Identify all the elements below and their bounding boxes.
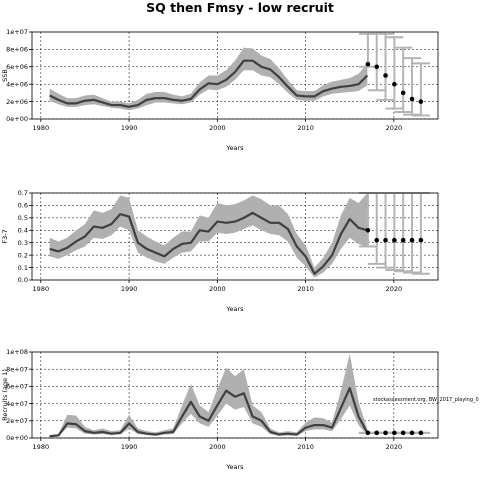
estimate-line bbox=[49, 211, 368, 275]
forecast-point bbox=[400, 237, 406, 243]
y-tick-label: 0.2 bbox=[18, 251, 28, 259]
forecast-point bbox=[374, 237, 380, 243]
x-tick-label: 2000 bbox=[209, 124, 226, 132]
y-tick-label: 0.1 bbox=[18, 264, 28, 272]
y-tick-label: 8e+06 bbox=[6, 46, 28, 54]
forecast-point bbox=[392, 81, 397, 87]
forecast-point bbox=[418, 99, 424, 104]
x-tick-label: 2010 bbox=[297, 443, 314, 451]
forecast-point bbox=[409, 96, 415, 102]
forecast-point bbox=[374, 64, 380, 70]
x-axis-label: Years bbox=[225, 305, 244, 313]
estimate-line bbox=[49, 387, 369, 438]
y-tick-label: 0.6 bbox=[18, 202, 28, 210]
x-tick-label: 1980 bbox=[33, 443, 50, 451]
forecast-point bbox=[418, 237, 424, 243]
x-tick-label: 1980 bbox=[33, 124, 50, 132]
forecast-point bbox=[365, 430, 371, 436]
y-tick-label: 0e+00 bbox=[6, 434, 28, 442]
forecast-point bbox=[392, 430, 397, 436]
x-tick-label: 2020 bbox=[386, 443, 403, 451]
y-tick-label: 6e+07 bbox=[6, 383, 28, 391]
x-tick-label: 1990 bbox=[121, 124, 138, 132]
plot-frame bbox=[31, 31, 439, 120]
confidence-band bbox=[49, 47, 368, 111]
forecast-point bbox=[383, 430, 388, 436]
y-tick-label: 0.3 bbox=[18, 239, 28, 247]
plot-frame bbox=[31, 192, 439, 281]
forecast-point bbox=[365, 61, 371, 67]
estimate-line bbox=[49, 59, 369, 108]
x-axis-label: Years bbox=[225, 463, 244, 471]
y-axis-label: SSB bbox=[1, 69, 9, 82]
y-tick-label: 4e+07 bbox=[6, 400, 28, 408]
plot-frame bbox=[31, 351, 439, 439]
y-tick-label: 0.5 bbox=[18, 214, 28, 222]
source-note: stockassessment.org, BW_2017_playing_0 bbox=[373, 397, 479, 403]
chart-panel-recruits: 1980 1990 2000 2010 2020 0e+00 2e+07 4e+07 6e+07… bbox=[1, 348, 439, 471]
y-tick-label: 0.7 bbox=[18, 189, 28, 197]
x-tick-label: 2020 bbox=[386, 124, 403, 132]
chart-panel-fbar: 1980 1990 2000 2010 2020 0.0 0.1 0.2 0.3 0.4 0.5 0.… bbox=[1, 189, 439, 313]
x-tick-label: 1990 bbox=[121, 443, 138, 451]
y-tick-label: 0.4 bbox=[18, 226, 28, 234]
x-tick-label: 2000 bbox=[209, 285, 226, 293]
confidence-band bbox=[49, 193, 368, 278]
forecast-point bbox=[409, 237, 415, 243]
panels: 1980 1990 2000 2010 2020 0e+00 2e+06 4e+06 6e+06… bbox=[1, 28, 439, 471]
y-tick-label: 8e+07 bbox=[6, 365, 28, 373]
y-tick-label: 4e+06 bbox=[6, 80, 28, 88]
y-tick-label: 0e+00 bbox=[6, 115, 28, 123]
x-axis-label: Years bbox=[225, 144, 244, 152]
y-tick-label: 0.0 bbox=[18, 276, 28, 284]
y-axis-label: Recruits (age 1) bbox=[1, 369, 9, 421]
forecast-point bbox=[400, 90, 406, 96]
y-axis-label: F3-7 bbox=[1, 229, 9, 243]
figure-title: SQ then Fmsy - low recruit bbox=[146, 0, 334, 15]
forecast-point bbox=[374, 430, 380, 436]
y-tick-label: 1e+07 bbox=[6, 28, 28, 36]
confidence-band bbox=[49, 353, 368, 438]
forecast-point bbox=[383, 73, 388, 78]
forecast-point bbox=[418, 430, 424, 436]
x-tick-label: 2000 bbox=[209, 443, 226, 451]
x-tick-label: 1980 bbox=[33, 285, 50, 293]
forecast-point bbox=[400, 430, 406, 436]
y-tick-label: 2e+06 bbox=[6, 98, 28, 106]
x-tick-label: 2010 bbox=[297, 124, 314, 132]
chart-panel-ssb: 1980 1990 2000 2010 2020 0e+00 2e+06 4e+06 6e+06… bbox=[1, 28, 439, 152]
y-tick-label: 2e+07 bbox=[6, 417, 28, 425]
forecast-point bbox=[383, 237, 388, 243]
y-tick-label: 1e+08 bbox=[6, 348, 28, 356]
forecast-point bbox=[392, 237, 397, 243]
y-tick-label: 6e+06 bbox=[6, 63, 28, 71]
x-tick-label: 2010 bbox=[297, 285, 314, 293]
forecast-point bbox=[409, 430, 415, 436]
x-tick-label: 1990 bbox=[121, 285, 138, 293]
forecast-point bbox=[365, 227, 371, 233]
x-tick-label: 2020 bbox=[386, 285, 403, 293]
